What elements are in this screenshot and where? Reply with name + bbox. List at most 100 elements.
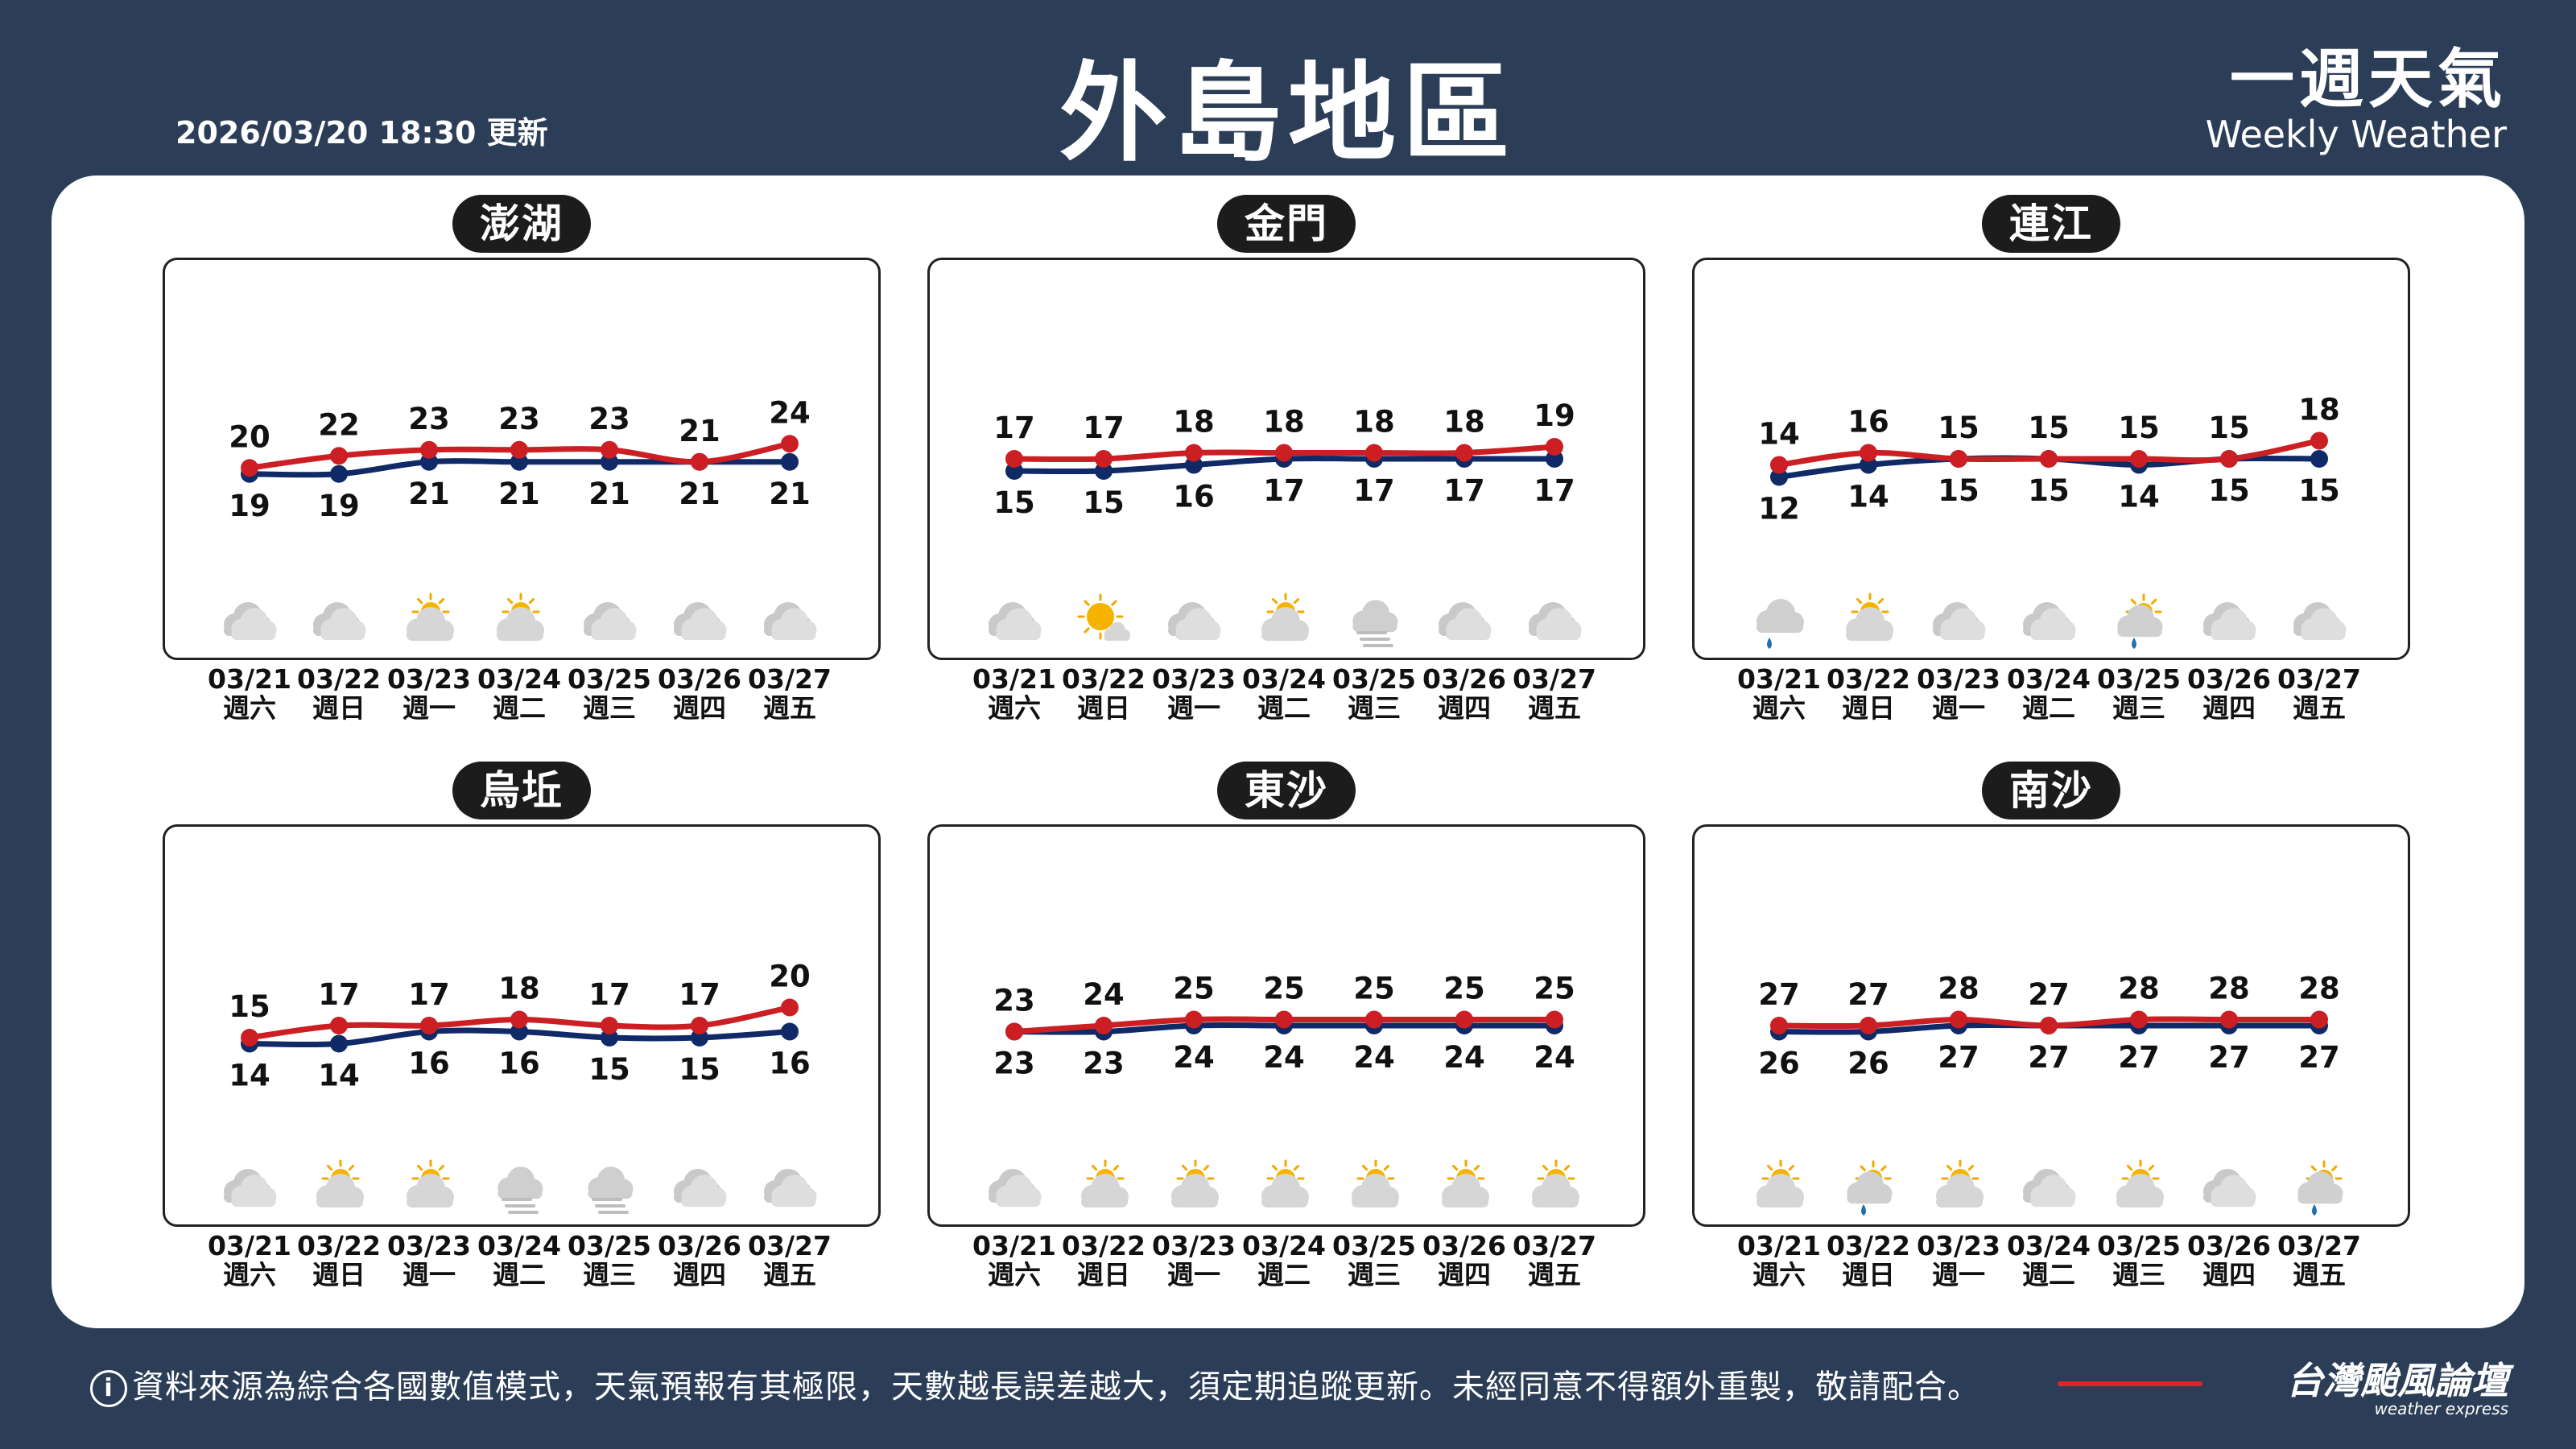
low-temp-label: 15 [1083, 485, 1125, 520]
high-temp-label: 18 [2298, 393, 2340, 427]
high-temp-label: 23 [498, 402, 540, 436]
date-label: 03/27 [748, 1230, 832, 1261]
brand-zh: 一週天氣 [2230, 42, 2507, 117]
temperature-chart: 20 22 23 23 23 21 24 19 19 21 21 21 21 21 [224, 395, 817, 641]
date-label: 03/23 [1917, 1230, 2000, 1261]
day-label: 03/22 週日 [291, 1232, 387, 1290]
high-temp-point [2040, 1017, 2058, 1034]
high-temp-point [781, 435, 799, 453]
day-label: 03/22 週日 [1820, 665, 1917, 723]
weekday-label: 週日 [1077, 1259, 1130, 1290]
high-temp-point [1275, 444, 1293, 462]
forecast-card: 澎湖 20 22 23 23 23 21 24 19 19 21 21 21 21 21 03/21 週六 03/… [52, 175, 2524, 1328]
high-temp-point [2130, 1010, 2148, 1029]
high-temp-label: 27 [2028, 977, 2070, 1012]
day-label: 03/21 週六 [201, 665, 298, 723]
low-temp-label: 23 [1083, 1046, 1125, 1081]
low-temp-label: 27 [2118, 1040, 2160, 1075]
weekday-label: 週日 [312, 1259, 365, 1290]
cloudy-icon [313, 602, 366, 641]
cloudy-icon [2023, 602, 2076, 641]
day-label: 03/23 週一 [381, 665, 477, 723]
high-temp-point [510, 1010, 528, 1029]
low-temp-label: 14 [1847, 480, 1889, 514]
weekday-label: 週一 [1932, 692, 1985, 724]
page-title: 外島地區 [1059, 51, 1517, 176]
date-label: 03/24 [477, 1230, 561, 1261]
date-label: 03/27 [2277, 1230, 2361, 1261]
partly-sunny-icon [1442, 1159, 1489, 1208]
high-temp-point [330, 1017, 348, 1034]
day-label: 03/25 週三 [561, 665, 658, 723]
low-temp-point [2310, 450, 2328, 468]
date-label: 03/26 [658, 663, 741, 695]
date-label: 03/27 [748, 663, 832, 695]
day-label: 03/27 週五 [741, 665, 838, 723]
weekday-label: 週四 [673, 1259, 726, 1290]
weekday-label: 週二 [493, 692, 546, 724]
weekday-label: 週五 [1528, 692, 1581, 724]
date-label: 03/26 [1422, 1230, 1506, 1261]
low-temp-point [330, 464, 348, 483]
low-temp-label: 24 [1263, 1040, 1305, 1075]
low-temp-label: 16 [408, 1046, 450, 1081]
high-temp-point [420, 440, 438, 459]
low-temp-label: 15 [679, 1052, 720, 1087]
partly-sunny-icon [2116, 1159, 2164, 1208]
day-label: 03/27 週五 [741, 1232, 838, 1290]
logo-zh: 台灣颱風論壇 [2286, 1359, 2508, 1402]
footer-disclaimer: i 資料來源為綜合各國數值模式，天氣預報有其極限，天數越長誤差越大，須定期追蹤更新… [90, 1360, 1980, 1407]
high-temp-label: 23 [993, 984, 1035, 1018]
date-label: 03/24 [2007, 1230, 2091, 1261]
location-title: 澎湖 [452, 195, 591, 253]
footer-logo: 台灣颱風論壇 weather express [2058, 1359, 2508, 1418]
cloudy-icon [764, 1169, 817, 1208]
weekday-label: 週三 [583, 692, 636, 724]
partly-sunny-icon [316, 1159, 364, 1208]
date-label: 03/26 [2187, 1230, 2271, 1261]
high-temp-label: 19 [1534, 398, 1575, 433]
low-temp-label: 21 [408, 477, 450, 511]
high-temp-label: 15 [2208, 411, 2250, 445]
day-label: 03/23 週一 [1910, 665, 2007, 723]
date-label: 03/26 [658, 1230, 741, 1261]
low-temp-point [330, 1034, 348, 1053]
low-temp-label: 17 [1353, 473, 1395, 508]
high-temp-label: 15 [2118, 411, 2160, 445]
day-label: 03/21 週六 [1731, 1232, 1827, 1290]
sun-shower-icon [1847, 1160, 1893, 1216]
high-temp-label: 18 [1353, 405, 1395, 440]
forecast-panel: 東沙 23 24 25 25 25 25 25 23 23 24 24 24 24 24 03/21 週六 03/… [927, 762, 1645, 1325]
day-label: 03/26 週四 [1416, 1232, 1513, 1290]
low-temp-label: 12 [1758, 492, 1800, 526]
high-temp-point [1455, 1010, 1473, 1029]
date-label: 03/21 [1737, 663, 1821, 695]
high-temp-label: 27 [1847, 977, 1889, 1012]
day-label: 03/25 週三 [2091, 1232, 2187, 1290]
low-temp-label: 21 [588, 477, 630, 511]
low-temp-label: 27 [2028, 1040, 2070, 1075]
day-label: 03/21 週六 [201, 1232, 298, 1290]
date-label: 03/22 [1827, 1230, 1910, 1261]
high-temp-label: 15 [2028, 411, 2070, 445]
day-label: 03/21 週六 [966, 1232, 1063, 1290]
partly-sunny-icon [407, 592, 454, 641]
logo-en: weather express [2374, 1399, 2508, 1418]
partly-sunny-icon [1171, 1159, 1219, 1208]
cloudy-icon [2293, 602, 2347, 641]
low-temp-label: 21 [769, 477, 811, 511]
high-temp-label: 17 [1083, 411, 1125, 445]
cloudy-icon [1933, 602, 1986, 641]
high-temp-point [1005, 450, 1023, 468]
weekday-label: 週三 [2112, 692, 2165, 724]
weekday-label: 週五 [763, 1259, 816, 1290]
partly-sunny-icon [1352, 1159, 1399, 1208]
cloudy-icon [2023, 1169, 2076, 1208]
low-temp-label: 14 [229, 1059, 270, 1093]
date-label: 03/22 [1062, 663, 1146, 695]
high-temp-label: 18 [1263, 405, 1305, 440]
high-temp-point [241, 459, 258, 477]
low-temp-label: 24 [1443, 1040, 1485, 1075]
low-temp-label: 21 [679, 477, 720, 511]
update-time: 2026/03/20 18:30 更新 [175, 115, 548, 151]
